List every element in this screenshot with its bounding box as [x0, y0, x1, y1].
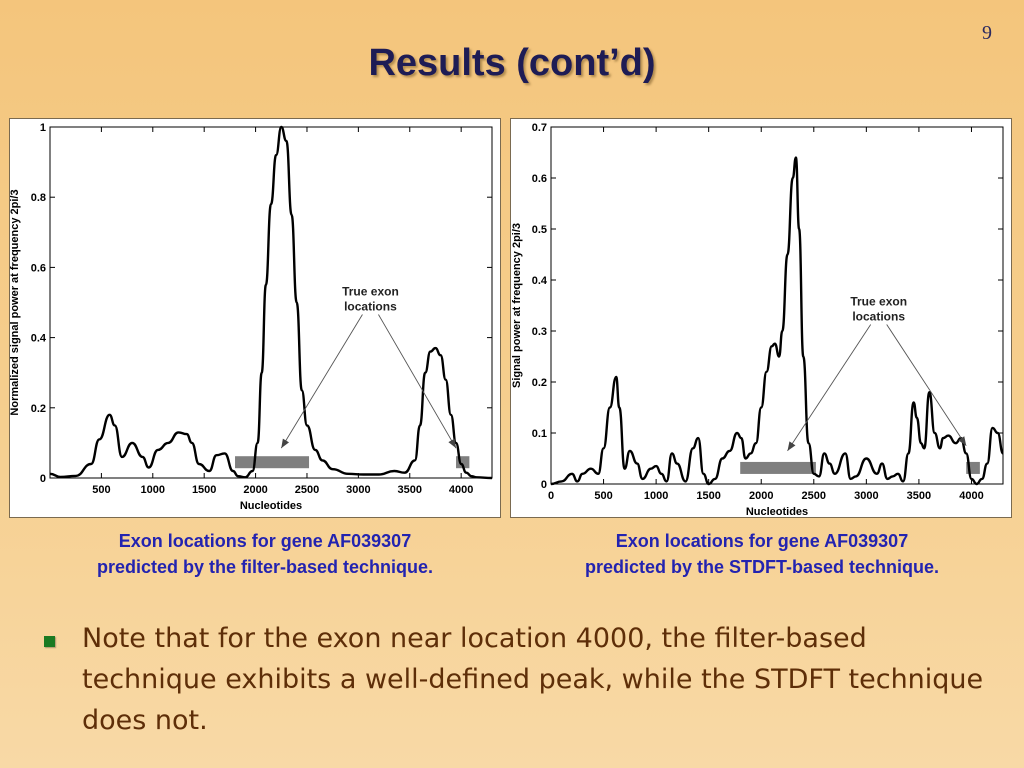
- y-tick-label: 0.4: [31, 333, 47, 345]
- signal-curve: [49, 125, 493, 480]
- x-tick-label: 4000: [449, 484, 473, 496]
- caption-filter-line-2: predicted by the filter-based technique.: [96, 557, 434, 577]
- x-tick-label: 3500: [907, 490, 931, 502]
- caption-stdft-based: Exon locations for gene AF039307 predict…: [512, 528, 1012, 580]
- x-tick-label: 2500: [802, 490, 826, 502]
- exon-bar-0: [235, 456, 310, 469]
- x-tick-label: 0: [548, 490, 554, 502]
- annotation-arrowhead: [281, 438, 290, 449]
- caption-filter-line-1: Exon locations for gene AF039307: [118, 531, 412, 551]
- annotation-arrowhead: [787, 441, 796, 451]
- y-tick-label: 0.3: [532, 326, 547, 338]
- page-number: 9: [982, 22, 992, 44]
- bullet-text: Note that for the exon near location 400…: [82, 623, 984, 736]
- x-tick-label: 2000: [749, 490, 773, 502]
- x-tick-label: 1500: [192, 484, 216, 496]
- x-tick-label: 3000: [346, 484, 370, 496]
- y-tick-label: 0.2: [532, 377, 547, 389]
- annotation-text-line: locations: [344, 299, 397, 313]
- y-tick-label: 0: [541, 479, 547, 491]
- annotation-text-line: True exon: [850, 295, 907, 309]
- x-tick-label: 2000: [243, 484, 267, 496]
- y-tick-label: 1: [40, 122, 46, 134]
- chart-filter-based: 500 1000 1500 2000 2500 3000 3500 4000 0 0.2 0.4 0.…: [9, 118, 501, 518]
- y-tick-label: 0.7: [532, 122, 547, 134]
- y-axis-label: Signal power at frequency 2pi/3: [511, 223, 523, 388]
- annotation-arrow-line: [886, 324, 967, 446]
- chart-stdft-based-svg: 0 500 1000 1500 2000 2500 3000 3500 4000 0 0.1 0.2 0…: [511, 122, 1005, 517]
- y-tick-label: 0.1: [532, 428, 547, 440]
- annotation-arrow-line: [280, 314, 363, 449]
- annotation-arrow-line: [378, 314, 457, 449]
- x-tick-label: 3500: [398, 484, 422, 496]
- y-tick-label: 0.5: [532, 224, 547, 236]
- x-tick-label: 500: [594, 490, 612, 502]
- slide-title: Results (cont’d): [368, 42, 656, 84]
- x-tick-label: 4000: [959, 490, 983, 502]
- caption-stdft-line-1: Exon locations for gene AF039307: [615, 531, 909, 551]
- y-tick-label: 0.4: [532, 275, 548, 287]
- annotation-arrow-line: [787, 324, 872, 452]
- x-axis-label: Nucleotides: [746, 506, 808, 517]
- x-tick-label: 1500: [696, 490, 720, 502]
- y-tick-label: 0.6: [31, 262, 46, 274]
- bullet-point: Note that for the exon near location 400…: [44, 618, 994, 741]
- chart-stdft-based: 0 500 1000 1500 2000 2500 3000 3500 4000 0 0.1 0.2 0…: [510, 118, 1012, 518]
- caption-stdft-line-2: predicted by the STDFT-based technique.: [584, 557, 940, 577]
- plot-frame: [550, 126, 1004, 485]
- exon-bar-0: [740, 461, 816, 474]
- y-axis-label: Normalized signal power at frequency 2pi…: [10, 189, 21, 415]
- x-tick-label: 500: [92, 484, 110, 496]
- signal-curve: [550, 156, 1005, 486]
- y-tick-label: 0.8: [31, 192, 46, 204]
- x-tick-label: 2500: [295, 484, 319, 496]
- x-axis-label: Nucleotides: [240, 500, 302, 512]
- x-tick-label: 1000: [141, 484, 165, 496]
- y-tick-label: 0: [40, 473, 46, 485]
- x-tick-label: 1000: [644, 490, 668, 502]
- annotation-text-line: locations: [852, 310, 905, 324]
- chart-filter-based-svg: 500 1000 1500 2000 2500 3000 3500 4000 0 0.2 0.4 0.…: [10, 122, 493, 512]
- bullet-square-icon: [44, 636, 55, 647]
- y-tick-label: 0.6: [532, 173, 547, 185]
- y-tick-label: 0.2: [31, 403, 46, 415]
- annotation-arrowhead: [448, 438, 457, 449]
- annotation-arrowhead: [958, 436, 967, 446]
- caption-filter-based: Exon locations for gene AF039307 predict…: [10, 528, 520, 580]
- plot-frame: [49, 126, 493, 479]
- annotation-text-line: True exon: [342, 284, 399, 298]
- x-tick-label: 3000: [854, 490, 878, 502]
